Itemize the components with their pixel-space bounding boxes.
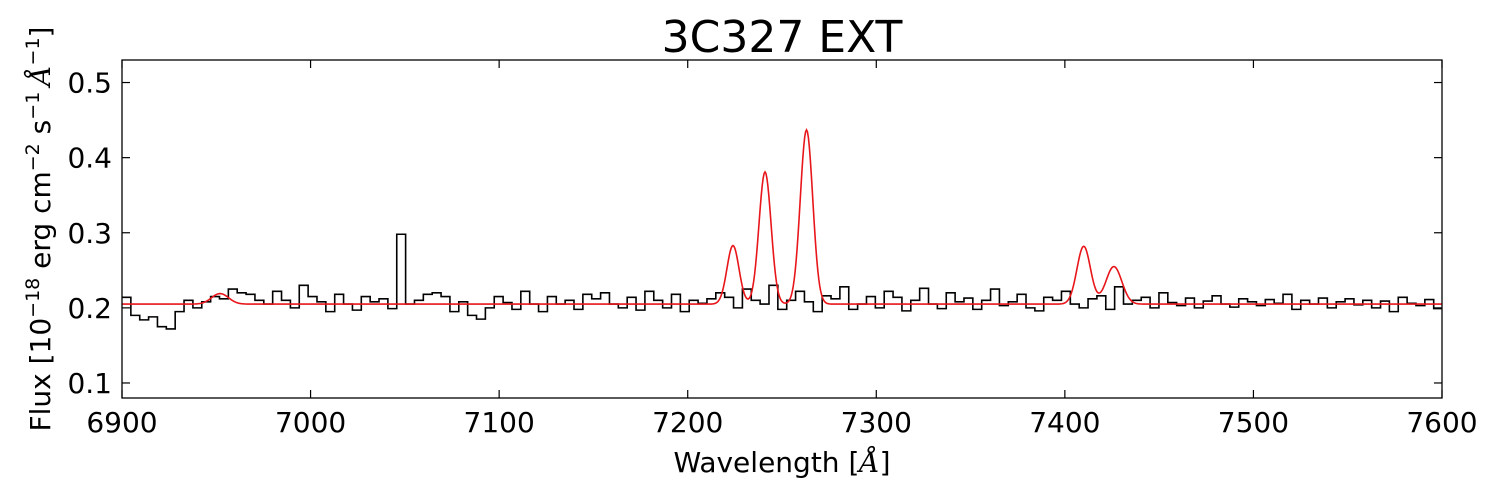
plot-frame — [121, 59, 1443, 399]
x-tick-label: 6900 — [86, 406, 157, 439]
y-axis-ticks: 0.1 0.2 0.3 0.4 0.5 — [67, 67, 1442, 400]
x-tick-label: 7300 — [841, 406, 912, 439]
x-axis-label: Wavelength [Å] — [673, 446, 890, 479]
x-tick-label: 7200 — [652, 406, 723, 439]
x-tick-label: 7100 — [464, 406, 535, 439]
x-tick-label: 7400 — [1029, 406, 1100, 439]
y-axis-label: Flux [10−18 erg cm−2 s−1Å−1] — [22, 27, 57, 432]
y-tick-label: 0.4 — [67, 142, 112, 175]
series-layer — [122, 127, 1442, 330]
x-tick-label: 7500 — [1218, 406, 1289, 439]
y-tick-label: 0.2 — [67, 292, 112, 325]
observed-spectrum-line — [122, 233, 1442, 330]
x-axis-ticks: 6900 7000 7100 7200 7300 7400 7500 7600 — [86, 60, 1478, 439]
chart-title: 3C327 EXT — [662, 12, 903, 63]
x-tick-label: 7000 — [275, 406, 346, 439]
y-tick-label: 0.1 — [67, 367, 112, 400]
x-tick-label: 7600 — [1406, 406, 1477, 439]
y-tick-label: 0.5 — [67, 67, 112, 100]
y-tick-label: 0.3 — [67, 217, 112, 250]
model-fit-line — [122, 127, 1442, 305]
